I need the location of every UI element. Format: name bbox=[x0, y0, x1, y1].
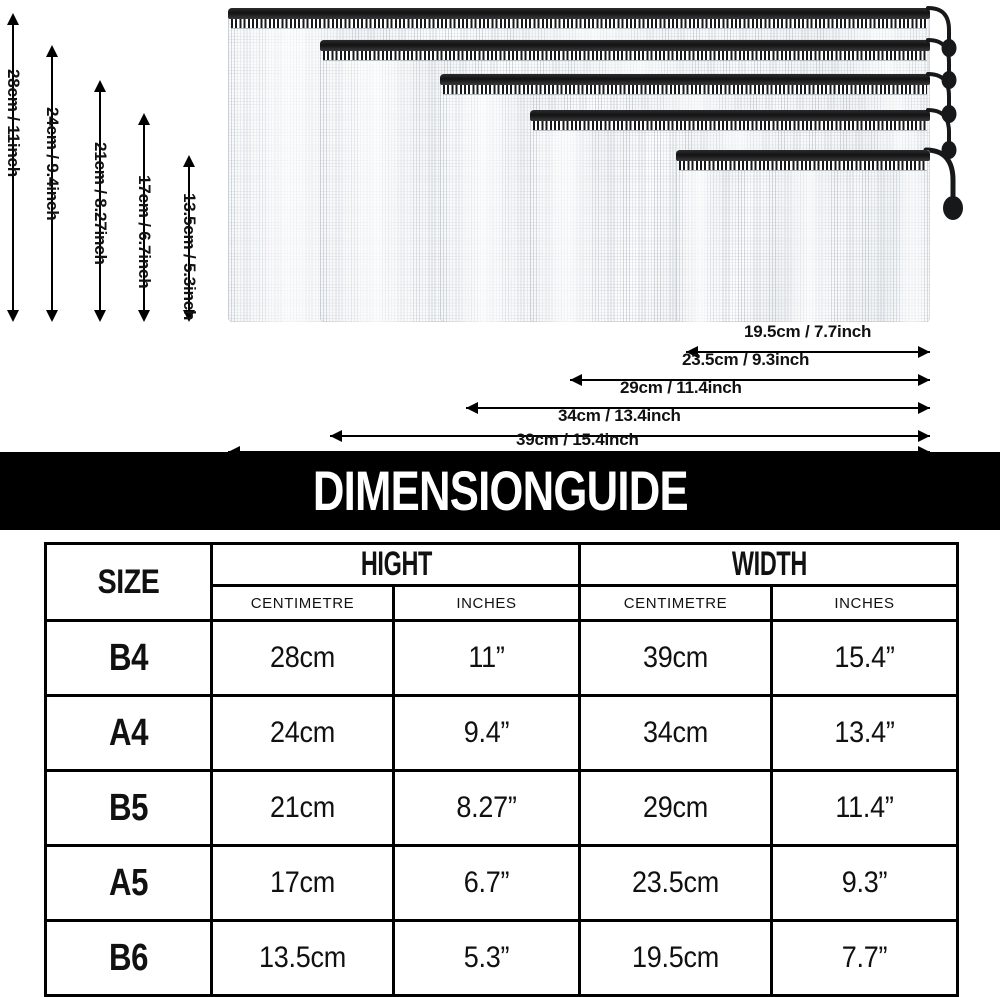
page-title: DIMENSIONGUIDE bbox=[312, 459, 689, 522]
height-arrow-a4: 24cm / 9.4inch bbox=[43, 45, 62, 322]
zipper-teeth-b4 bbox=[231, 19, 927, 28]
width-arrow-a4 bbox=[330, 429, 930, 443]
zipper-teeth-a5 bbox=[533, 121, 927, 130]
table-header-group-row: SIZE HIGHT WIDTH bbox=[44, 542, 958, 622]
height-arrow-b6: 13.5cm / 5.3inch bbox=[180, 155, 199, 322]
cell-height-cm: 21cm bbox=[210, 769, 395, 847]
zipper-teeth-b6 bbox=[679, 161, 927, 170]
header-height-group: HIGHT bbox=[243, 542, 548, 587]
width-arrow-a5 bbox=[570, 373, 930, 387]
height-label-b6: 13.5cm / 5.3inch bbox=[180, 193, 199, 321]
header-height-cm: CENTIMETRE bbox=[210, 584, 395, 622]
zipper-teeth-b5 bbox=[443, 85, 927, 94]
cell-height-cm: 24cm bbox=[210, 694, 395, 772]
size-chart-table: SIZE HIGHT WIDTH CENTIMETRE INCHES CENTI… bbox=[44, 542, 960, 997]
zipper-pull-b6 bbox=[923, 146, 965, 228]
cell-height-in: 9.4” bbox=[392, 694, 581, 772]
header-height-in: INCHES bbox=[392, 584, 581, 622]
header-width-label: WIDTH bbox=[730, 545, 807, 583]
header-size-label: SIZE bbox=[97, 562, 160, 601]
height-arrow-a5: 17cm / 6.7inch bbox=[135, 113, 154, 322]
width-label-b4: 39cm / 15.4inch bbox=[516, 430, 639, 449]
height-label-a4: 24cm / 9.4inch bbox=[43, 107, 62, 221]
height-arrow-b4: 28cm / 11inch bbox=[4, 13, 23, 322]
cell-width-cm: 19.5cm bbox=[578, 919, 773, 997]
cell-height-cm: 17cm bbox=[210, 844, 395, 922]
cell-width-cm: 39cm bbox=[578, 619, 773, 697]
width-label-b5: 29cm / 11.4inch bbox=[620, 378, 742, 397]
cell-height-in: 6.7” bbox=[392, 844, 581, 922]
table-row: A5 17cm 6.7” 23.5cm 9.3” bbox=[44, 844, 960, 922]
zipper-bar-b4 bbox=[228, 8, 930, 19]
height-label-b5: 21cm / 8.27inch bbox=[91, 142, 110, 265]
table-row: B5 21cm 8.27” 29cm 11.4” bbox=[44, 769, 960, 847]
cell-width-in: 11.4” bbox=[769, 769, 960, 847]
zipper-bar-a5 bbox=[530, 110, 930, 121]
cell-width-in: 13.4” bbox=[769, 694, 960, 772]
cell-height-in: 5.3” bbox=[392, 919, 581, 997]
mesh-bag-b6 bbox=[676, 150, 930, 322]
cell-height-cm: 13.5cm bbox=[210, 919, 395, 997]
cell-width-in: 7.7” bbox=[769, 919, 960, 997]
cell-size: A4 bbox=[44, 694, 213, 772]
zipper-pull-b4 bbox=[925, 4, 959, 62]
cell-width-in: 9.3” bbox=[769, 844, 960, 922]
width-arrow-b4 bbox=[228, 445, 930, 459]
header-width-group: WIDTH bbox=[612, 542, 925, 587]
cell-width-cm: 23.5cm bbox=[578, 844, 773, 922]
cell-width-cm: 29cm bbox=[578, 769, 773, 847]
width-label-b6: 19.5cm / 7.7inch bbox=[744, 322, 872, 341]
header-size: SIZE bbox=[44, 542, 213, 622]
zipper-teeth-a4 bbox=[323, 51, 927, 60]
width-label-a5: 23.5cm / 9.3inch bbox=[682, 350, 810, 369]
cell-height-in: 11” bbox=[392, 619, 581, 697]
product-dimension-diagram: 28cm / 11inch 24cm / 9.4inch 21cm / 8.27… bbox=[0, 0, 1000, 458]
cell-height-cm: 28cm bbox=[210, 619, 395, 697]
header-width-cm: CENTIMETRE bbox=[578, 584, 773, 622]
table-row: A4 24cm 9.4” 34cm 13.4” bbox=[44, 694, 960, 772]
zipper-bar-b5 bbox=[440, 74, 930, 85]
width-arrow-b5 bbox=[466, 401, 930, 415]
cell-size: B4 bbox=[44, 619, 213, 697]
cell-width-cm: 34cm bbox=[578, 694, 773, 772]
cell-height-in: 8.27” bbox=[392, 769, 581, 847]
width-arrow-b6 bbox=[686, 345, 930, 359]
table-header-sub-row: CENTIMETRE INCHES CENTIMETRE INCHES bbox=[46, 584, 960, 622]
height-label-a5: 17cm / 6.7inch bbox=[135, 175, 154, 289]
cell-width-in: 15.4” bbox=[769, 619, 960, 697]
title-banner: DIMENSIONGUIDE bbox=[0, 452, 1000, 530]
table-row: B4 28cm 11” 39cm 15.4” bbox=[44, 619, 960, 697]
header-height-label: HIGHT bbox=[359, 545, 432, 583]
cell-size: B6 bbox=[44, 919, 213, 997]
width-label-a4: 34cm / 13.4inch bbox=[558, 406, 681, 425]
zipper-bar-b6 bbox=[676, 150, 930, 161]
cell-size: A5 bbox=[44, 844, 213, 922]
header-width-in: INCHES bbox=[769, 584, 960, 622]
table-row: B6 13.5cm 5.3” 19.5cm 7.7” bbox=[44, 919, 960, 997]
height-label-b4: 28cm / 11inch bbox=[4, 69, 23, 177]
cell-size: B5 bbox=[44, 769, 213, 847]
zipper-bar-a4 bbox=[320, 40, 930, 51]
height-arrow-b5: 21cm / 8.27inch bbox=[91, 80, 110, 322]
